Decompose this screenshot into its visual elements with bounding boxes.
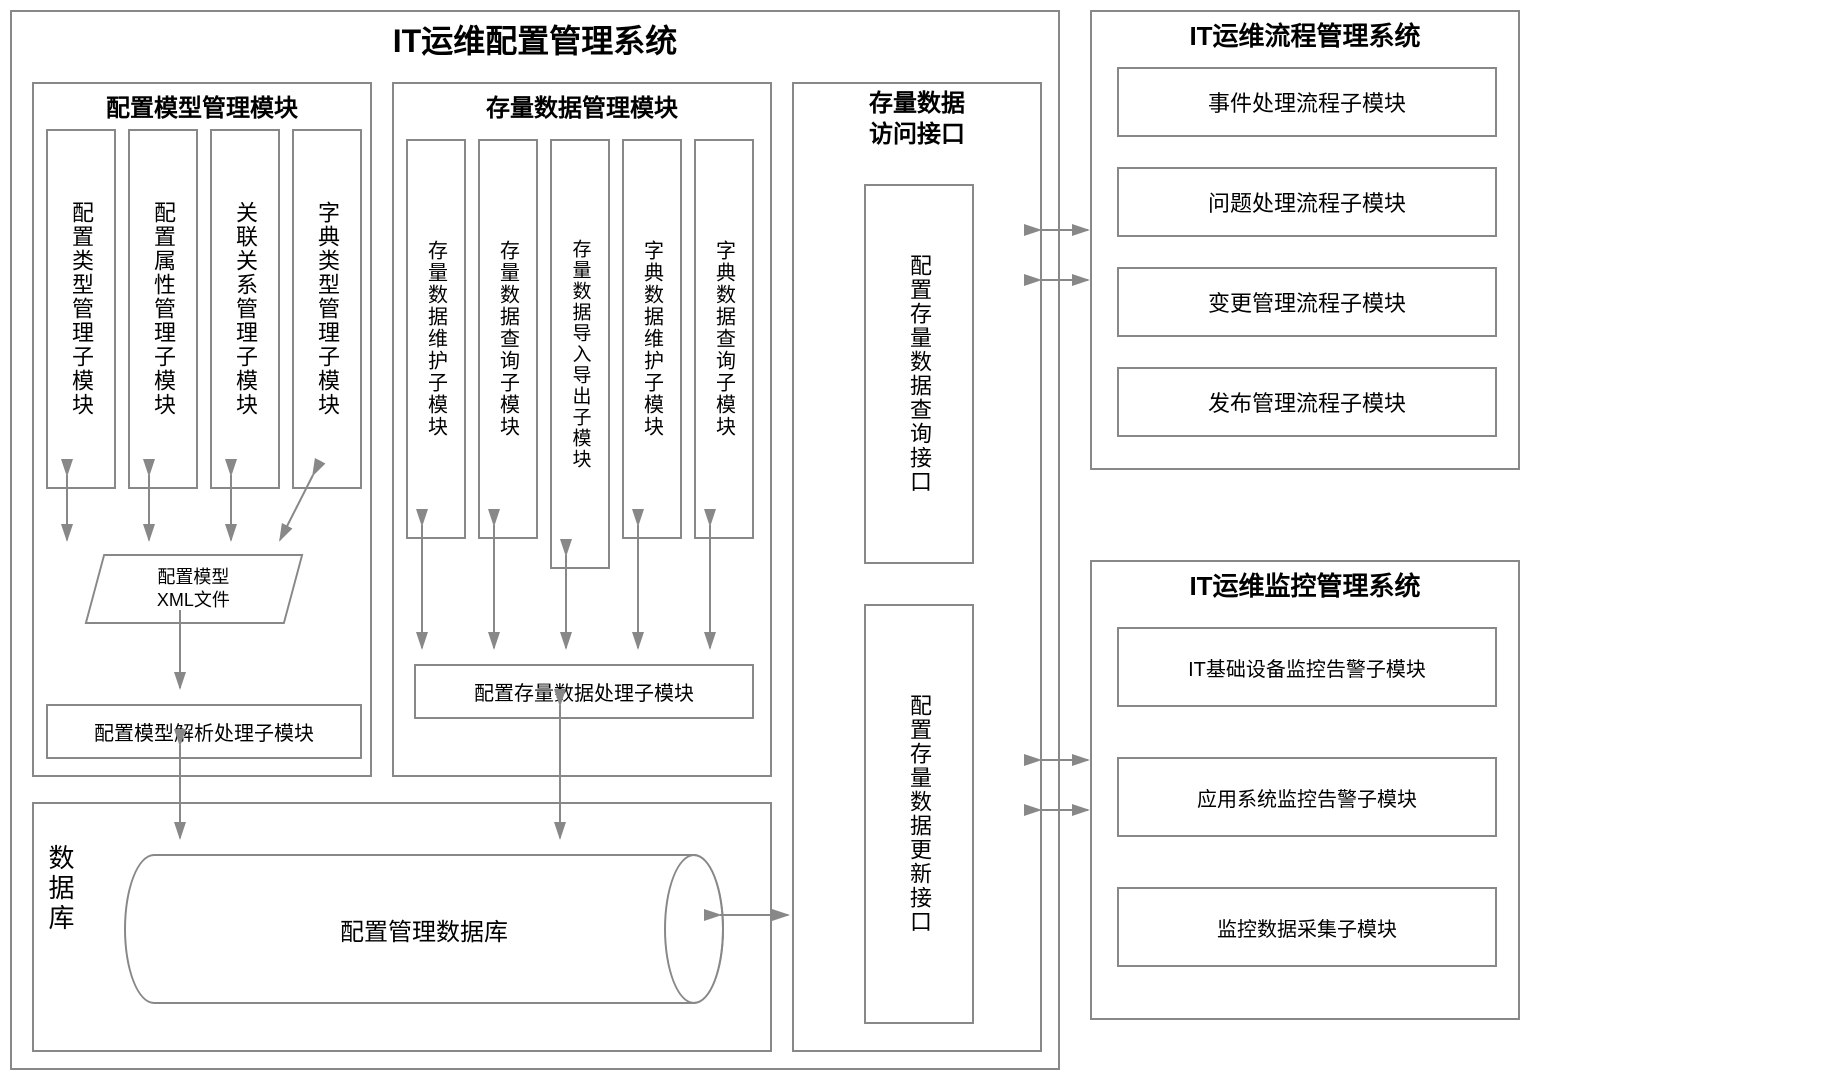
config-model-module: 配置模型管理模块 配置类型管理子模块 配置属性管理子模块 关联关系管理子模块 字… <box>32 82 372 777</box>
parser-box: 配置模型解析处理子模块 <box>46 704 362 759</box>
update-interface: 配置存量数据更新接口 <box>864 604 974 1024</box>
sub-box: 字典类型管理子模块 <box>292 129 362 489</box>
sub-box: 配置属性管理子模块 <box>128 129 198 489</box>
sub-box: 字典数据维护子模块 <box>622 139 682 539</box>
database-cylinder: 配置管理数据库 <box>124 854 724 1004</box>
flow-sub: 事件处理流程子模块 <box>1117 67 1497 137</box>
monitor-system: IT运维监控管理系统 IT基础设备监控告警子模块 应用系统监控告警子模块 监控数… <box>1090 560 1520 1020</box>
access-if-title: 存量数据 访问接口 <box>794 88 1040 150</box>
sub-box: 配置类型管理子模块 <box>46 129 116 489</box>
flow-sub: 发布管理流程子模块 <box>1117 367 1497 437</box>
flow-sub: 问题处理流程子模块 <box>1117 167 1497 237</box>
main-system: IT运维配置管理系统 配置模型管理模块 配置类型管理子模块 配置属性管理子模块 … <box>10 10 1060 1070</box>
sub-box: 存量数据查询子模块 <box>478 139 538 539</box>
monitor-system-title: IT运维监控管理系统 <box>1092 566 1518 603</box>
database-label: 数据库 <box>42 844 79 934</box>
sub-box: 字典数据查询子模块 <box>694 139 754 539</box>
monitor-sub: 应用系统监控告警子模块 <box>1117 757 1497 837</box>
db-cylinder-label: 配置管理数据库 <box>340 912 508 947</box>
main-system-title: IT运维配置管理系统 <box>12 16 1058 62</box>
processor-box: 配置存量数据处理子模块 <box>414 664 754 719</box>
monitor-sub: 监控数据采集子模块 <box>1117 887 1497 967</box>
database-box: 数据库 配置管理数据库 <box>32 802 772 1052</box>
query-interface: 配置存量数据查询接口 <box>864 184 974 564</box>
sub-box: 存量数据维护子模块 <box>406 139 466 539</box>
sub-box: 关联关系管理子模块 <box>210 129 280 489</box>
stock-data-module: 存量数据管理模块 存量数据维护子模块 存量数据查询子模块 存量数据导入导出子模块… <box>392 82 772 777</box>
flow-sub: 变更管理流程子模块 <box>1117 267 1497 337</box>
xml-file: 配置模型 XML文件 <box>85 554 304 624</box>
flow-system-title: IT运维流程管理系统 <box>1092 16 1518 53</box>
sub-box: 存量数据导入导出子模块 <box>550 139 610 569</box>
access-interface: 存量数据 访问接口 配置存量数据查询接口 配置存量数据更新接口 <box>792 82 1042 1052</box>
config-model-title: 配置模型管理模块 <box>34 88 370 123</box>
xml-file-label: 配置模型 XML文件 <box>157 566 230 613</box>
stock-data-title: 存量数据管理模块 <box>394 88 770 123</box>
flow-system: IT运维流程管理系统 事件处理流程子模块 问题处理流程子模块 变更管理流程子模块… <box>1090 10 1520 470</box>
monitor-sub: IT基础设备监控告警子模块 <box>1117 627 1497 707</box>
